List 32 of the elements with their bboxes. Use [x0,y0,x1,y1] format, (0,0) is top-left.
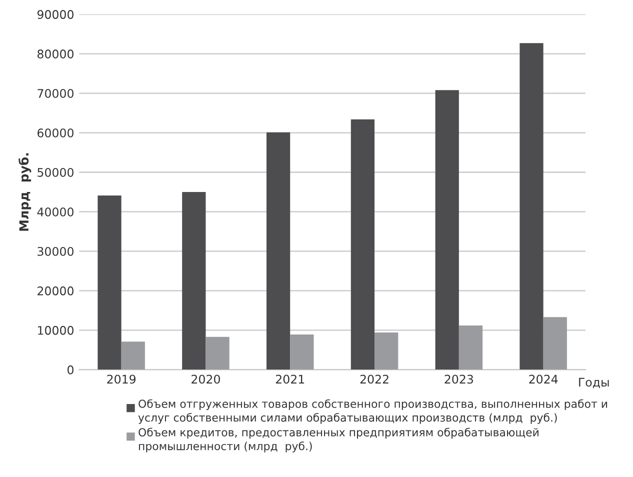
bar [290,334,314,370]
x-tick-label: 2024 [529,374,558,384]
bar [374,332,398,370]
y-tick-label: 20000 [38,286,74,296]
bar [435,90,459,370]
x-tick-label: 2020 [192,374,220,384]
y-axis-title: Млрд руб. [18,153,32,231]
y-tick-label: 30000 [38,246,74,256]
bar [458,325,483,370]
y-tick-label: 10000 [38,326,74,335]
legend-label: Объем отгруженных товаров собственного производства, выполненных работ и услуг собственными силами обрабатывающих производств (млрд руб.) [138,399,608,424]
bar [182,192,206,370]
bar [543,317,567,370]
legend-label: Объем кредитов, предоставленных предприятиям обрабатывающей промышленности (млрд руб.) [138,428,538,452]
y-tick-label: 80000 [38,50,74,58]
bar [121,342,145,370]
y-tick-label: 90000 [37,10,74,19]
y-tick-label: 60000 [38,128,74,138]
x-tick-label: 2021 [276,374,304,384]
bar [520,43,544,370]
y-tick-label: 40000 [37,207,74,216]
x-tick-label: 2019 [107,374,136,384]
y-tick-label: 50000 [38,168,74,177]
bar [98,196,122,370]
x-tick-label: 2023 [444,374,473,384]
bar [350,119,375,370]
bar [206,336,230,370]
x-tick-label: 2022 [360,374,388,384]
y-tick-label: 70000 [38,89,74,98]
y-tick-label: 0 [68,365,74,374]
x-axis-title: Годы [579,378,609,388]
bar [266,132,290,370]
